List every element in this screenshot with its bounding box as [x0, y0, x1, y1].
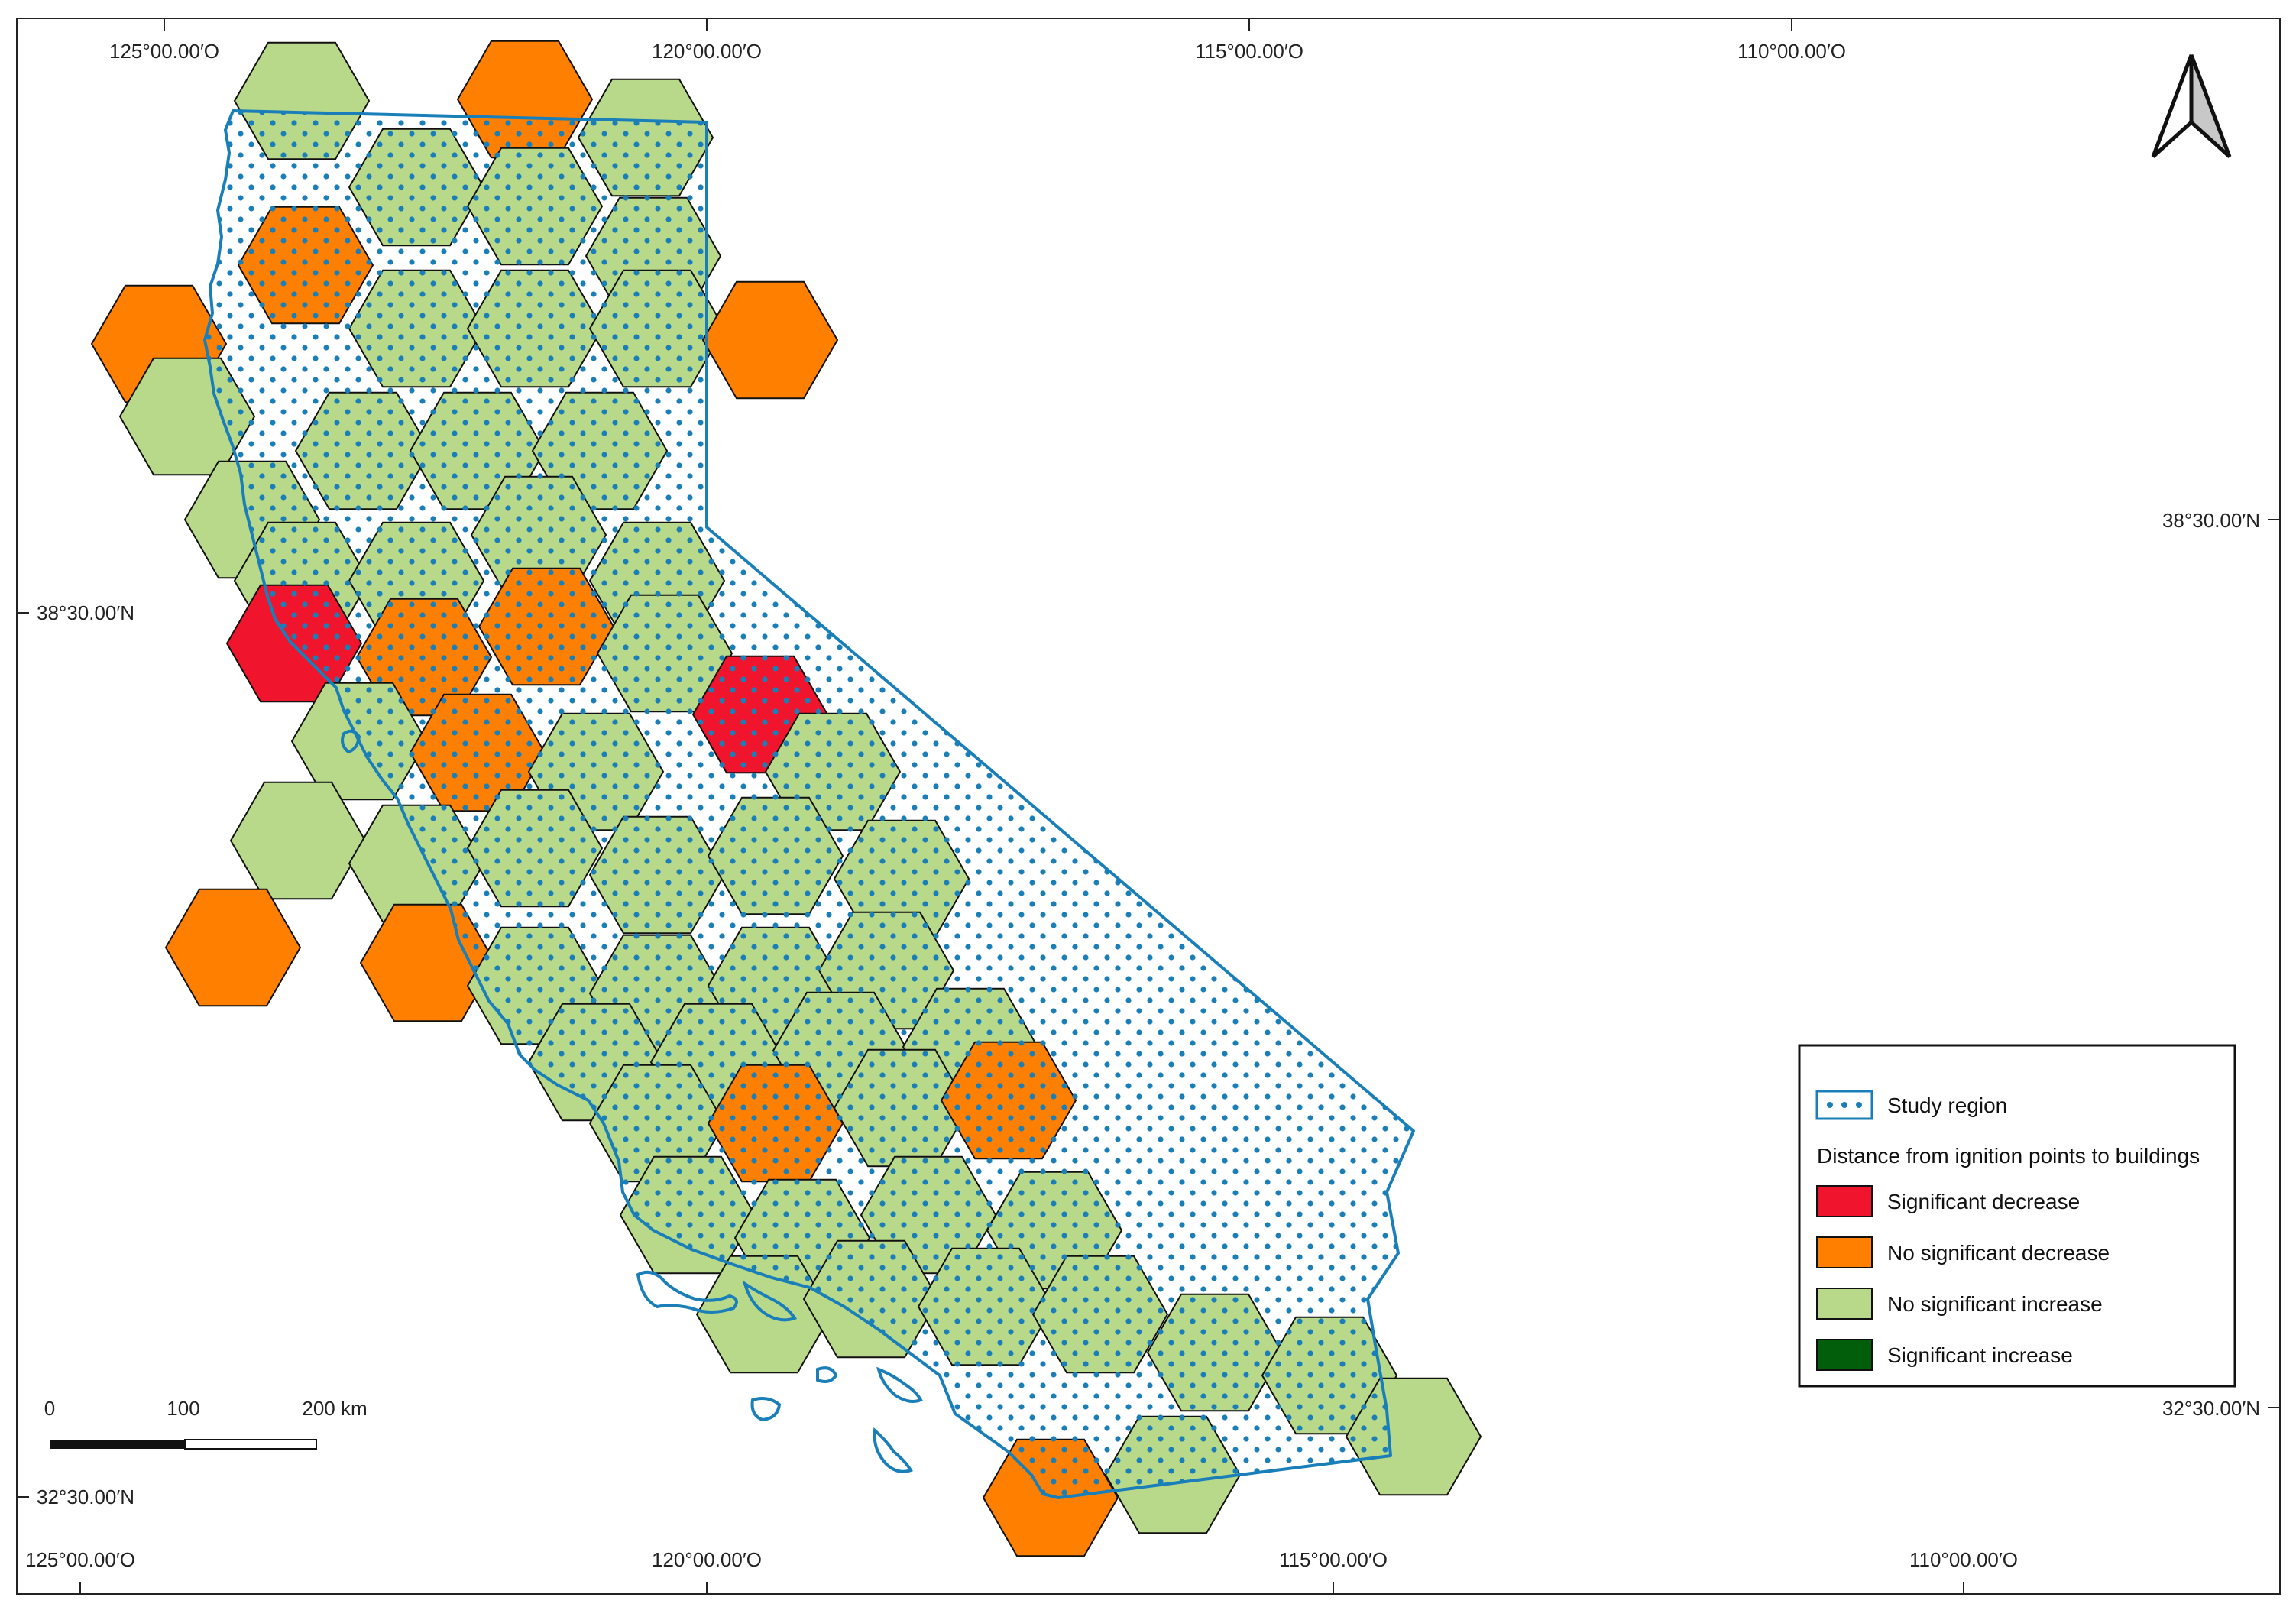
- legend-item-label: Significant decrease: [1887, 1190, 2080, 1213]
- latitude-labels-left: 38°30.00′N 32°30.00′N: [37, 601, 134, 1508]
- island: [341, 729, 361, 754]
- hex-cell-orange: [164, 888, 302, 1007]
- hex-cell-orange: [701, 280, 839, 400]
- longitude-ticks-bottom: [79, 1582, 1964, 1594]
- scale-bar-label: 100: [167, 1397, 199, 1420]
- longitude-ticks-top: [164, 18, 1792, 31]
- longitude-label: 120°00.00′O: [652, 1548, 762, 1571]
- island: [742, 1280, 798, 1322]
- scale-bar-label: 200 km: [302, 1397, 367, 1420]
- longitude-label: 110°00.00′O: [1909, 1548, 2018, 1571]
- latitude-ticks-left: [17, 612, 29, 1498]
- legend-item: No significant decrease: [1816, 1236, 2110, 1268]
- study-region-dots: [205, 111, 1414, 1498]
- longitude-label: 115°00.00′O: [1279, 1548, 1388, 1571]
- latitude-label: 38°30.00′N: [37, 601, 134, 624]
- latitude-label: 32°30.00′N: [37, 1486, 134, 1508]
- longitude-label: 115°00.00′O: [1195, 40, 1303, 63]
- legend-swatch: [1816, 1185, 1873, 1217]
- island: [873, 1427, 913, 1473]
- scale-bar: 0 100 200 km: [44, 1397, 368, 1450]
- legend-heading: Distance from ignition points to buildin…: [1817, 1144, 2200, 1168]
- north-arrow-icon: [2151, 54, 2232, 158]
- longitude-label: 125°00.00′O: [109, 40, 219, 63]
- legend-swatch: [1816, 1339, 1873, 1371]
- legend-items: Significant decrease No significant decre…: [1816, 1185, 2110, 1371]
- latitude-label: 38°30.00′N: [2162, 509, 2260, 532]
- legend-item: No significant increase: [1816, 1288, 2103, 1320]
- study-region: [203, 109, 1415, 1499]
- island: [750, 1397, 782, 1422]
- latitude-labels-right: 38°30.00′N 32°30.00′N: [2162, 509, 2260, 1420]
- hex-cell-green: [229, 781, 367, 900]
- map-frame: [16, 18, 2281, 1595]
- scale-bar-label: 0: [44, 1397, 55, 1420]
- longitude-labels-top: 125°00.00′O 120°00.00′O 115°00.00′O 110°…: [109, 40, 1846, 63]
- legend-item: Significant decrease: [1816, 1185, 2080, 1217]
- island: [876, 1366, 923, 1403]
- study-region-outline: [203, 109, 1415, 1499]
- island: [636, 1270, 738, 1314]
- legend-swatch: [1816, 1236, 1873, 1268]
- legend-study-region-label: Study region: [1887, 1093, 2007, 1117]
- legend-item-label: Significant increase: [1887, 1343, 2073, 1367]
- latitude-ticks-right: [2268, 519, 2280, 1408]
- legend-item-label: No significant decrease: [1887, 1241, 2110, 1265]
- longitude-label: 120°00.00′O: [652, 40, 762, 63]
- legend: Study region Distance from ignition poin…: [1798, 1044, 2236, 1388]
- longitude-labels-bottom: 125°00.00′O 120°00.00′O 115°00.00′O 110°…: [25, 1548, 2018, 1571]
- legend-study-region: Study region: [1815, 1090, 2007, 1120]
- island: [816, 1366, 838, 1383]
- longitude-label: 110°00.00′O: [1737, 40, 1846, 63]
- legend-item-label: No significant increase: [1887, 1292, 2103, 1316]
- scale-bar-black-segment: [50, 1440, 185, 1449]
- scale-bar-white-segment: [184, 1439, 317, 1450]
- latitude-label: 32°30.00′N: [2162, 1397, 2260, 1420]
- legend-item: Significant increase: [1816, 1339, 2073, 1371]
- longitude-label: 125°00.00′O: [25, 1548, 135, 1571]
- legend-swatch: [1816, 1288, 1873, 1320]
- channel-islands: [341, 729, 923, 1473]
